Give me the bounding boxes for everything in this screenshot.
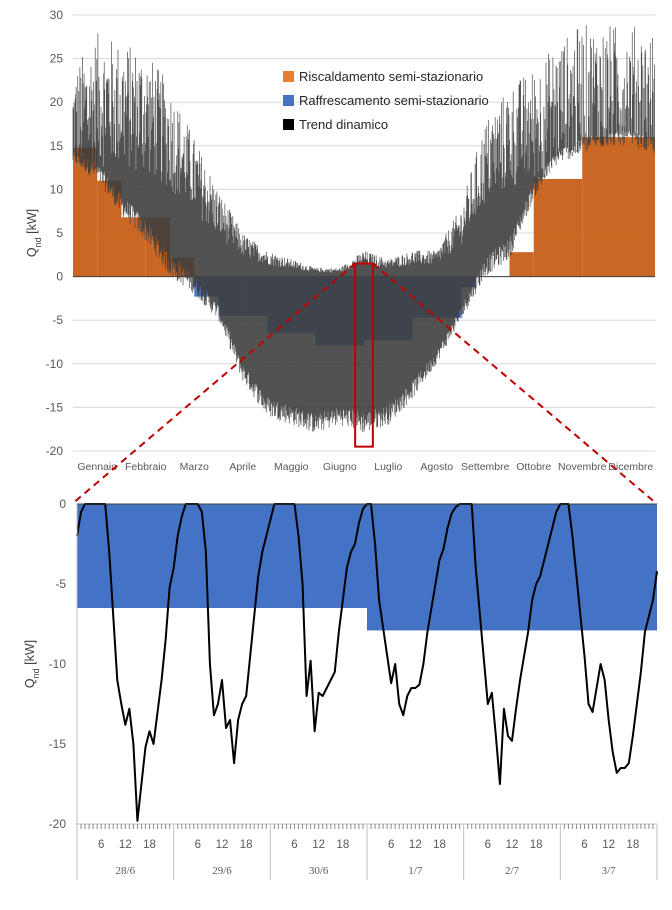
annual-y-tick-label: 5 [56,226,63,240]
annual-dynamic-trend [72,25,655,432]
annual-dynamic-trace [72,25,655,432]
detail-y-tick-label: -10 [49,657,67,671]
detail-hour-label: 6 [581,839,587,851]
annual-month-label: Ottobre [516,461,551,473]
annual-month-label: Settembre [461,461,510,473]
detail-day-label: 2/7 [505,865,520,877]
detail-day-label: 1/7 [408,865,423,877]
annual-month-label: Maggio [274,461,309,473]
detail-hour-label: 12 [216,839,229,851]
detail-hour-label: 12 [506,839,519,851]
heating-step-bar [558,178,583,277]
annual-month-label: Luglio [374,461,402,473]
detail-day-label: 28/6 [116,865,136,877]
annual-month-label: Giugno [323,461,357,473]
detail-hour-label: 6 [195,839,201,851]
annual-month-label: Aprile [229,461,256,473]
legend-label-dynamic: Trend dinamico [299,117,388,132]
detail-hour-label: 12 [119,839,132,851]
annual-month-label: Gennaio [77,461,117,473]
detail-day-label: 30/6 [309,865,329,877]
annual-y-tick-label: -20 [46,444,64,458]
zoom-connector-right [372,262,658,505]
detail-day-label: 3/7 [602,865,617,877]
zoom-connector-lines [71,262,658,505]
detail-cooling-area [77,504,657,631]
detail-hour-label: 6 [485,839,491,851]
detail-hour-label: 12 [602,839,615,851]
detail-y-axis-title-main: Q [23,678,37,688]
detail-y-axis-title-unit: [kW] [23,640,37,668]
detail-hour-label: 18 [530,839,543,851]
detail-y-axis-title-sub: nd [31,668,41,678]
detail-day-label: 29/6 [212,865,232,877]
annual-y-tick-label: 25 [50,52,64,66]
detail-day-labels: 28/6 29/6 30/6 1/7 2/7 3/7 [116,865,617,877]
annual-month-label: Novembre [558,461,607,473]
detail-y-tick-label: -20 [49,817,67,831]
annual-month-label: Agosto [420,461,453,473]
annual-y-axis-title-sub: nd [33,237,43,247]
legend-label-heating: Riscaldamento semi-stazionario [299,69,483,84]
annual-y-axis-title-main: Q [25,247,39,257]
detail-hour-label: 12 [409,839,422,851]
legend-swatch-heating [283,71,294,82]
annual-dynamic-trace-overlay [72,25,655,432]
detail-hour-label: 18 [240,839,253,851]
annual-chart: -20 -15 -10 -5 0 5 10 15 20 25 30 Gennaio Febbraio M… [25,8,655,473]
annual-legend: Riscaldamento semi-stazionario Raffresca… [283,69,489,132]
annual-y-tick-label: 20 [50,95,64,109]
annual-month-label: Dicembre [608,461,653,473]
detail-x-axis-ticks [76,824,658,880]
annual-y-axis-title: Qnd [kW] [25,209,43,257]
legend-label-cooling: Raffrescamento semi-stazionario [299,93,489,108]
annual-month-labels: Gennaio Febbraio Marzo Aprile Maggio Giugno Lu… [77,461,653,473]
annual-y-tick-label: 10 [50,182,64,196]
detail-hour-labels: 6 12 18 6 12 18 6 12 18 6 12 18 6 12 18 6 12 18 [98,839,639,851]
annual-y-tick-label: 0 [56,270,63,284]
detail-hour-label: 6 [291,839,297,851]
detail-hour-label: 18 [143,839,156,851]
annual-y-tick-labels: -20 -15 -10 -5 0 5 10 15 20 25 30 [46,8,64,458]
zoom-connector-left [71,262,356,505]
annual-month-label: Febbraio [125,461,167,473]
annual-y-tick-label: 30 [50,8,64,22]
detail-chart: -20 -15 -10 -5 0 6 12 18 6 12 18 6 12 18 6 12 18 6 12 18 6 1… [23,497,658,880]
annual-y-tick-label: -5 [52,313,63,327]
detail-cooling-step-bar [77,504,367,608]
detail-y-axis-title: Qnd [kW] [23,640,41,688]
heating-step-bar [606,137,655,277]
annual-y-axis-title-unit: [kW] [25,209,39,237]
detail-hour-label: 18 [433,839,446,851]
heating-step-bar [533,178,558,277]
detail-y-tick-label: -5 [55,577,66,591]
detail-hour-label: 6 [388,839,394,851]
detail-y-tick-label: -15 [49,737,67,751]
detail-hour-label: 12 [312,839,325,851]
heating-step-bar [509,252,534,277]
annual-y-tick-label: 15 [50,139,64,153]
detail-hour-label: 18 [626,839,639,851]
annual-y-tick-label: -15 [46,400,64,414]
detail-hour-label: 18 [336,839,349,851]
legend-swatch-cooling [283,95,294,106]
annual-y-tick-label: -10 [46,357,64,371]
detail-y-tick-labels: -20 -15 -10 -5 0 [49,497,67,831]
detail-y-tick-label: 0 [59,497,66,511]
detail-cooling-step-bar [367,504,657,631]
heating-step-bar [582,137,607,277]
zoom-window-box [354,262,374,448]
detail-hour-label: 6 [98,839,104,851]
legend-swatch-dynamic [283,119,294,130]
annual-month-label: Marzo [180,461,209,473]
annual-heating-area [73,137,655,277]
